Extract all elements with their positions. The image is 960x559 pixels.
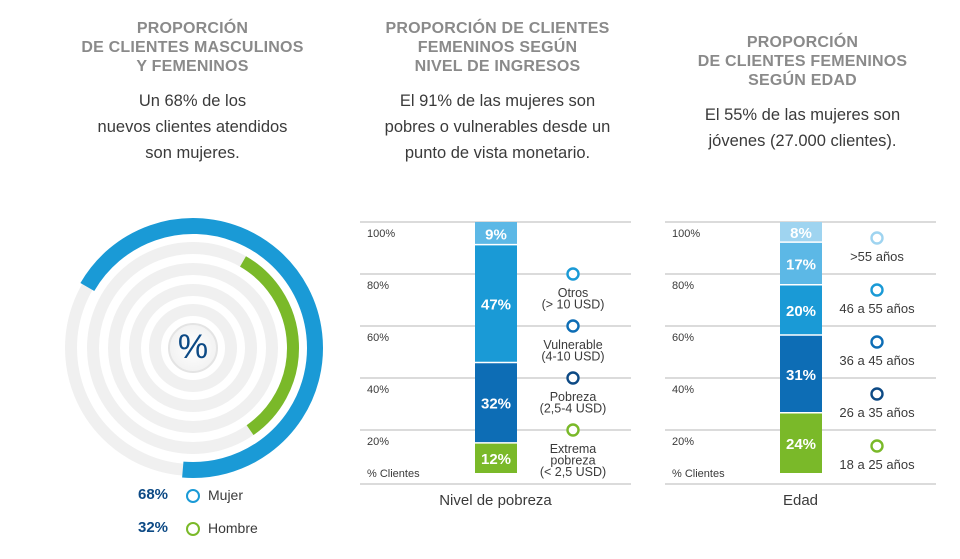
- age-legend-label-2: 36 a 45 años: [839, 353, 915, 368]
- age-ylabel: % Clientes: [672, 468, 725, 480]
- age-bar-label-3: 17%: [786, 256, 816, 273]
- legend-mujer-pct: 68%: [138, 486, 169, 503]
- age-legend-label-0: 18 a 25 años: [839, 457, 915, 472]
- donut-arcs: [80, 218, 323, 478]
- age-stacked-bar-chart: 100% 80% 60% 40% 20% % Clientes Edad 24% 31% 20% 1…: [665, 221, 936, 509]
- age-legend-marker-1: [870, 387, 884, 401]
- age-tick-label: 20%: [672, 436, 694, 448]
- income-legend-label-0: Extrema: [550, 442, 597, 456]
- age-bar-label-4: 8%: [790, 225, 812, 242]
- percent-symbol: %: [178, 328, 208, 366]
- gender-donut-chart: %: [65, 218, 323, 478]
- age-legend-label-1: 26 a 35 años: [839, 405, 915, 420]
- legend-hombre-marker: [186, 522, 200, 536]
- income-legend-marker-1: [566, 371, 580, 385]
- income-legend-label-2: (4-10 USD): [541, 350, 604, 364]
- age-legend-label-4: >55 años: [850, 249, 904, 264]
- income-bar-segment-0: [475, 442, 517, 473]
- income-ylabel: % Clientes: [367, 468, 420, 480]
- panel3-title: PROPORCIÓN DE CLIENTES FEMENINOS SEGÚN E…: [697, 34, 908, 89]
- income-bar-segment-1: [475, 362, 517, 443]
- income-legend-marker-0: [566, 423, 580, 437]
- income-legend-label-3: (> 10 USD): [542, 298, 605, 312]
- age-bar-segment-2: [780, 284, 822, 335]
- age-legend-marker-3: [870, 283, 884, 297]
- legend-mujer-marker: [186, 489, 200, 503]
- age-bar-segment-1: [780, 334, 822, 413]
- donut-arc-hombre: [239, 256, 299, 436]
- panel1-subtitle: Un 68% de los nuevos clientes atendidos …: [97, 92, 288, 162]
- age-bar-label-0: 24%: [786, 436, 816, 453]
- income-tick-label: 100%: [367, 228, 395, 240]
- center-disc: [168, 323, 218, 373]
- legend-mujer-label: Mujer: [208, 487, 244, 503]
- income-bar-label-3: 9%: [485, 226, 507, 243]
- income-legend-label-1: (2,5-4 USD): [540, 402, 607, 416]
- income-legend-label-0: (< 2,5 USD): [540, 465, 606, 479]
- income-bar-segment-3: [475, 222, 517, 245]
- legend-hombre-pct: 32%: [138, 519, 169, 536]
- income-tick-label: 80%: [367, 280, 389, 292]
- income-stacked-bar-chart: 100% 80% 60% 40% 20% % Clientes Nivel de pobre…: [360, 221, 631, 509]
- age-bar-segment-0: [780, 412, 822, 473]
- age-tick-label: 80%: [672, 280, 694, 292]
- income-legend-label-3: Otros: [558, 286, 589, 300]
- income-bar-label-0: 12%: [481, 451, 511, 468]
- income-tick-label: 40%: [367, 384, 389, 396]
- age-bar-label-2: 20%: [786, 303, 816, 320]
- income-bar-label-2: 47%: [481, 297, 511, 314]
- ring-4: [149, 304, 237, 392]
- income-legend-marker-2: [566, 319, 580, 333]
- income-legend-marker-3: [566, 267, 580, 281]
- age-bar-segment-3: [780, 242, 822, 285]
- age-legend-marker-0: [870, 439, 884, 453]
- income-legend-label-0: pobreza: [550, 454, 595, 468]
- age-tick-label: 60%: [672, 332, 694, 344]
- income-tick-label: 20%: [367, 436, 389, 448]
- panel3-subtitle: El 55% de las mujeres son jóvenes (27.00…: [704, 106, 901, 150]
- panel2-subtitle: El 91% de las mujeres son pobres o vulne…: [384, 92, 611, 162]
- income-bar-segment-2: [475, 244, 517, 363]
- age-legend-label-3: 46 a 55 años: [839, 301, 915, 316]
- legend-hombre-label: Hombre: [208, 520, 258, 536]
- income-legend-label-2: Vulnerable: [543, 338, 602, 352]
- income-legend-label-1: Pobreza: [550, 390, 597, 404]
- panel2-title: PROPORCIÓN DE CLIENTES FEMENINOS SEGÚN N…: [385, 20, 610, 75]
- ring-2: [108, 263, 278, 433]
- age-xlabel: Edad: [783, 492, 818, 509]
- age-legend-marker-4: [870, 231, 884, 245]
- age-tick-label: 40%: [672, 384, 694, 396]
- age-legend-marker-2: [870, 335, 884, 349]
- ring-3: [129, 284, 257, 412]
- donut-arc-mujer: [80, 218, 323, 478]
- income-tick-label: 60%: [367, 332, 389, 344]
- age-bar-label-1: 31%: [786, 367, 816, 384]
- income-xlabel: Nivel de pobreza: [439, 492, 552, 509]
- age-bar-segment-4: [780, 222, 822, 243]
- income-bar-label-1: 32%: [481, 396, 511, 413]
- age-tick-label: 100%: [672, 228, 700, 240]
- panel1-title: PROPORCIÓN DE CLIENTES MASCULINOS Y FEME…: [81, 20, 304, 75]
